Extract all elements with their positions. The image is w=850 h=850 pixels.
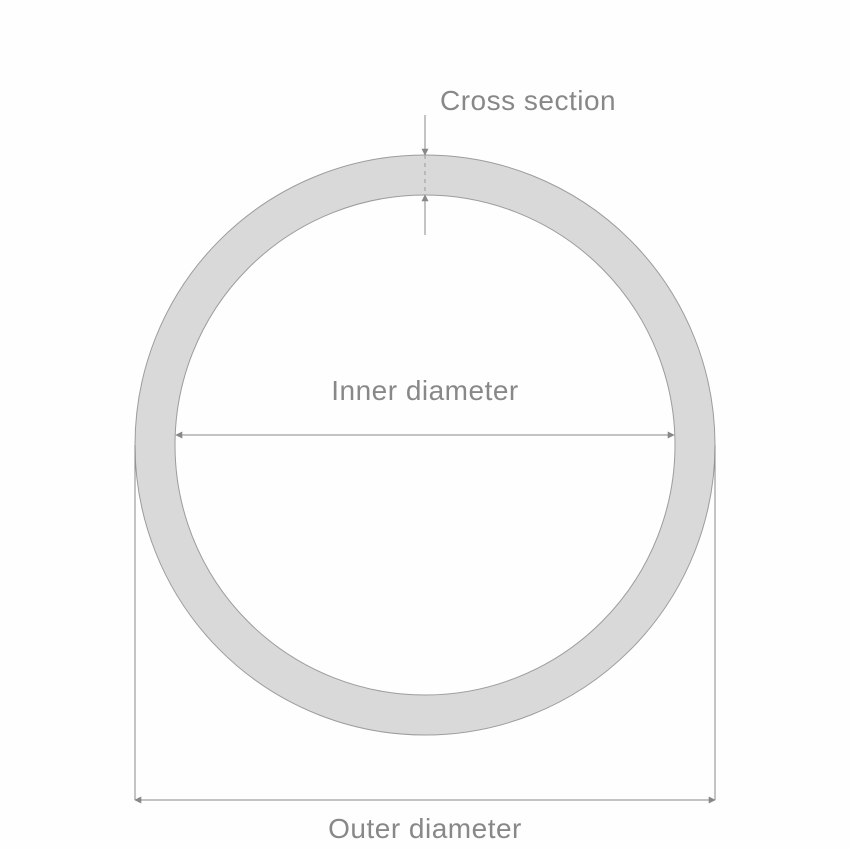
ring-diagram: Cross section Inner diameter Outer diame… [0,0,850,850]
ring-shape [135,155,715,735]
cross-section-label: Cross section [440,85,616,116]
outer-diameter-label: Outer diameter [328,813,522,844]
inner-diameter-label: Inner diameter [331,375,519,406]
